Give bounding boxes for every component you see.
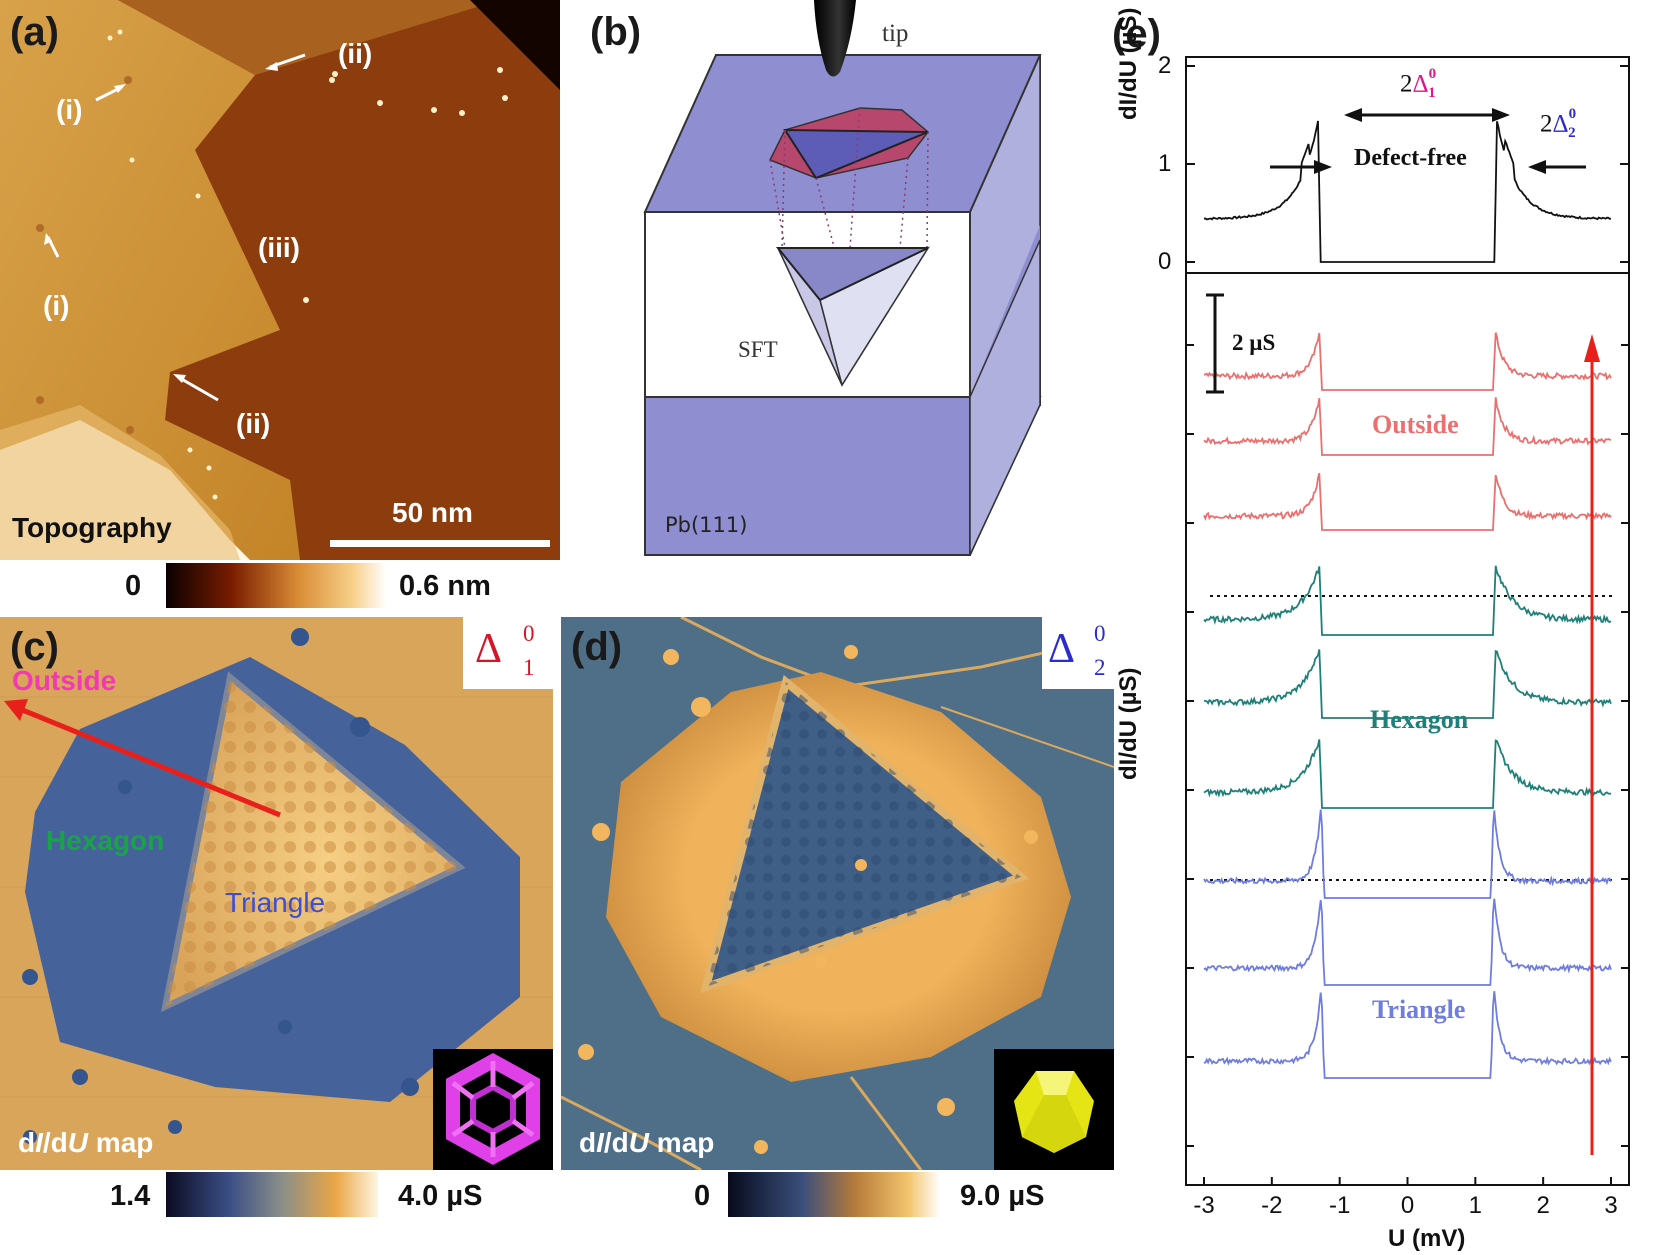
- x-tick-label: -3: [1193, 1192, 1215, 1219]
- colorbar-a-min: 0: [125, 570, 142, 602]
- gap-sup-c: 0: [523, 621, 535, 646]
- hexagon-curve: [1203, 739, 1612, 809]
- group-triangle-label: Triangle: [1372, 995, 1466, 1024]
- colorbar-c: [166, 1172, 378, 1217]
- gap-symbol-d: Δ: [1048, 626, 1076, 672]
- panel-a: (a) (i) (i) (ii) (ii) (iii) 50 nm Topogr…: [0, 0, 560, 560]
- y-tick-label: 0: [1158, 248, 1172, 275]
- colorbar-d-max: 9.0 µS: [960, 1180, 1045, 1212]
- group-hexagon-label: Hexagon: [1370, 705, 1469, 734]
- gap-symbol-c: Δ: [475, 626, 503, 672]
- colorbar-c-min: 1.4: [110, 1180, 151, 1212]
- gap1-label: 2Δ01: [1400, 66, 1437, 102]
- xlabel: U (mV): [1388, 1225, 1466, 1252]
- panel-b-label: (b): [590, 10, 642, 54]
- outside-curve: [1203, 472, 1612, 531]
- marker-i-upper: (i): [56, 94, 83, 125]
- x-tick-label: -2: [1261, 1192, 1283, 1219]
- top-ylabel: dI/dU (µS): [1115, 7, 1142, 120]
- colorbar-a-max: 0.6 nm: [399, 570, 491, 602]
- region-outside-label: Outside: [12, 665, 117, 696]
- gap-sub-d: 2: [1094, 655, 1106, 680]
- spectra-plot: [1185, 56, 1630, 1186]
- spectra-curves: [1203, 120, 1612, 1079]
- gap2-label: 2Δ02: [1540, 106, 1577, 142]
- substrate-label: Pb(111): [665, 513, 748, 537]
- map-label-d: dI/dU map: [579, 1127, 715, 1158]
- panel-d: Δ 0 2 (d) dI/dU map: [561, 617, 1114, 1170]
- topography-image: [0, 0, 560, 560]
- colorbar-c-max: 4.0 µS: [398, 1180, 483, 1212]
- x-tick-label: -1: [1328, 1192, 1351, 1219]
- outside-curve: [1203, 332, 1612, 391]
- marker-i-lower: (i): [43, 290, 70, 321]
- region-hexagon-label: Hexagon: [46, 825, 165, 856]
- panel-e-label: (e): [1112, 12, 1161, 56]
- x-tick-label: 1: [1468, 1192, 1482, 1219]
- panel-c: Δ 0 1 (c) Outside Hexagon Triangle dI/dU…: [0, 617, 553, 1170]
- colorbar-d-min: 0: [694, 1180, 711, 1212]
- panel-c-label: (c): [10, 625, 59, 669]
- y-tick-label: 1: [1158, 150, 1172, 177]
- colorbar-d: [728, 1172, 940, 1217]
- region-triangle-label: Triangle: [225, 887, 326, 918]
- defect-free-label: Defect-free: [1354, 145, 1467, 171]
- triangle-curve: [1203, 809, 1612, 899]
- gap-sub-c: 1: [523, 655, 535, 680]
- topography-caption: Topography: [12, 512, 172, 543]
- group-outside-label: Outside: [1372, 410, 1459, 439]
- scale-bar: [330, 540, 550, 547]
- direction-arrow-c: [4, 699, 281, 818]
- bottom-ylabel: dI/dU (µS): [1115, 667, 1142, 780]
- tip-label: tip: [882, 20, 909, 47]
- outside-curve: [1203, 397, 1612, 456]
- gap-sup-d: 0: [1094, 621, 1106, 646]
- cage-inset-icon: [433, 1049, 553, 1170]
- scale-bar-label: 50 nm: [392, 497, 473, 528]
- panel-d-label: (d): [571, 625, 623, 669]
- marker-iii: (iii): [258, 232, 300, 263]
- cluster-inset-icon: [994, 1049, 1114, 1170]
- colorbar-a: [166, 563, 386, 608]
- x-tick-label: 3: [1604, 1192, 1618, 1219]
- didu-map-c: [0, 617, 553, 1170]
- gap-label-box-c: Δ 0 1: [463, 617, 553, 689]
- sft-schematic: [643, 0, 1042, 556]
- triangle-curve: [1203, 898, 1612, 986]
- panel-a-label: (a): [10, 10, 59, 54]
- panel-b: (b): [570, 0, 1070, 570]
- x-tick-label: 0: [1400, 1192, 1415, 1219]
- hexagon-curve: [1203, 565, 1612, 636]
- triangle-curve: [1203, 991, 1612, 1079]
- defect-free-curve: [1203, 120, 1612, 263]
- axis-ticks: [1186, 65, 1629, 1185]
- scale-label-e: 2 µS: [1232, 330, 1276, 355]
- y-tick-label: 2: [1158, 52, 1172, 79]
- marker-ii-lower: (ii): [236, 408, 271, 439]
- map-label-c: dI/dU map: [18, 1127, 154, 1158]
- x-tick-label: 2: [1536, 1192, 1550, 1219]
- panel-a-arrows: [44, 53, 550, 547]
- marker-ii-upper: (ii): [338, 38, 373, 69]
- gap-label-box-d: Δ 0 2: [1042, 617, 1114, 689]
- sft-label: SFT: [738, 337, 778, 362]
- hexagon-curve: [1204, 649, 1612, 719]
